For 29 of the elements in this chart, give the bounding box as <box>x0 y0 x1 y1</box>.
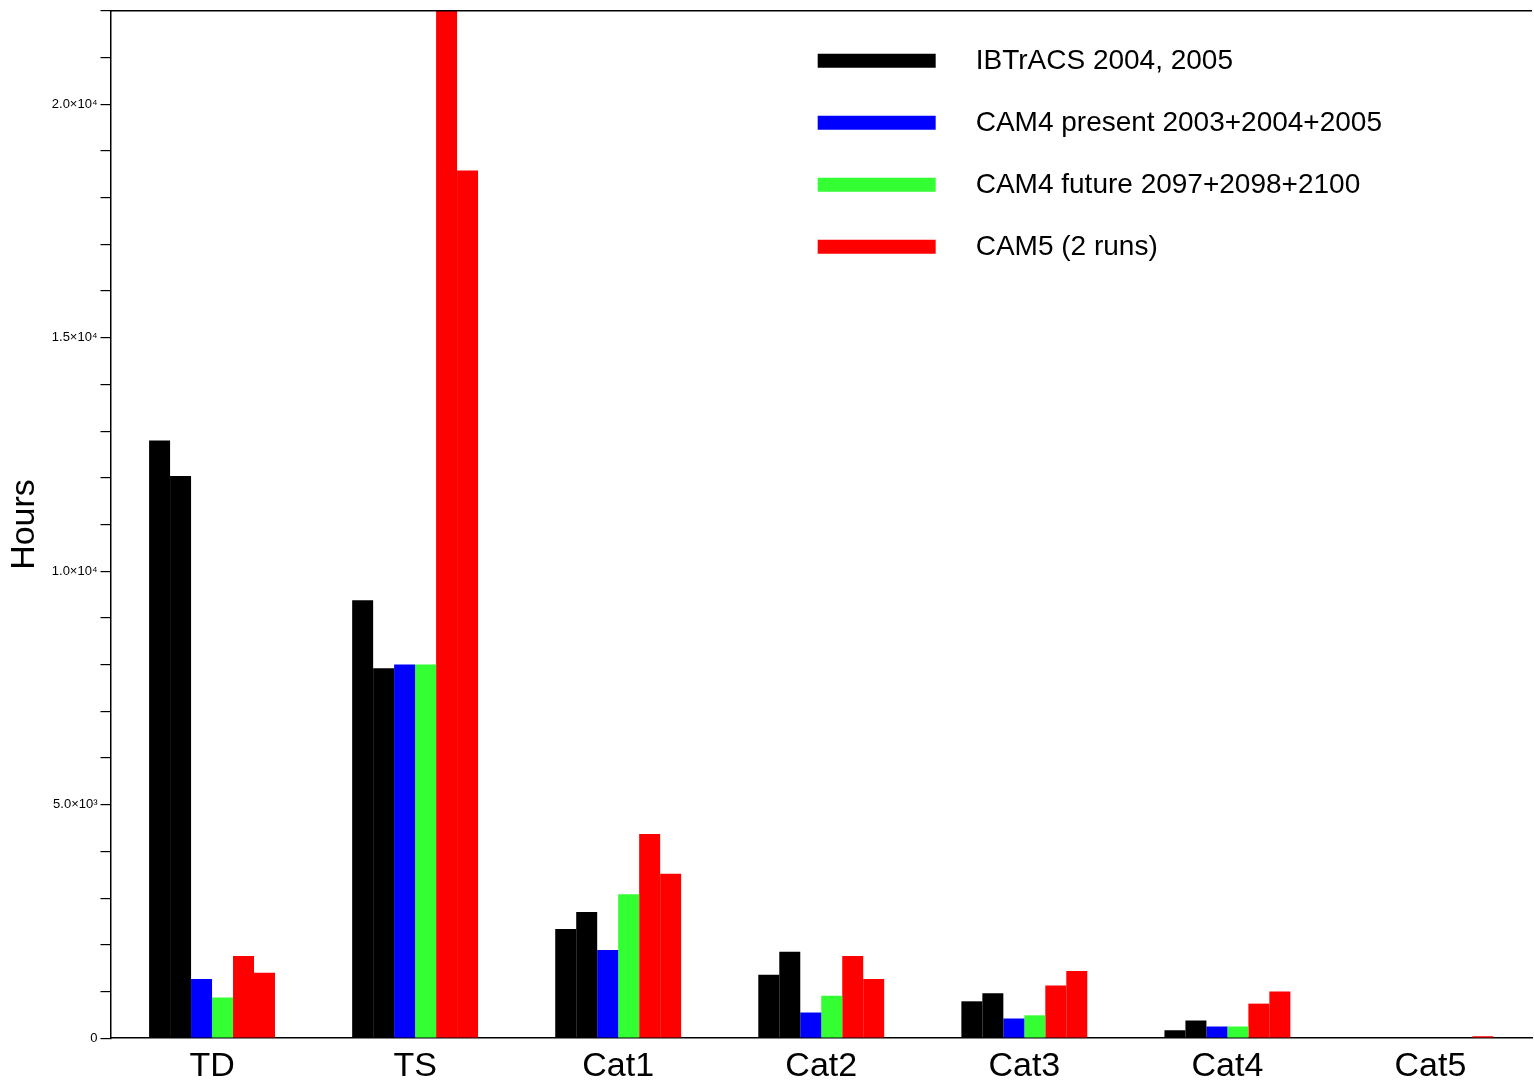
legend-label: CAM4 future 2097+2098+2100 <box>975 167 1361 199</box>
y-tick-label: 1.0×10⁴ <box>51 562 98 578</box>
bar <box>1206 1026 1228 1038</box>
x-tick-label: Cat1 <box>582 1044 655 1083</box>
y-axis-title: Hours <box>2 479 41 570</box>
y-tick-label: 0 <box>90 1029 98 1045</box>
bar <box>415 664 437 1038</box>
bar <box>1003 1018 1025 1038</box>
legend-label: IBTrACS 2004, 2005 <box>975 43 1234 75</box>
bar <box>800 1012 822 1038</box>
bar <box>821 995 843 1038</box>
y-tick-label: 2.0×10⁴ <box>51 95 98 111</box>
x-tick-label: TD <box>189 1044 235 1083</box>
bar <box>597 949 619 1038</box>
bar <box>394 664 416 1038</box>
x-tick-label: Cat3 <box>988 1044 1061 1083</box>
bar <box>618 894 640 1038</box>
legend-label: CAM5 (2 runs) <box>975 229 1158 261</box>
x-tick-label: Cat4 <box>1191 1044 1264 1083</box>
bar <box>1227 1026 1249 1038</box>
x-tick-label: TS <box>393 1044 437 1083</box>
bar <box>191 978 213 1038</box>
x-tick-label: Cat2 <box>785 1044 858 1083</box>
y-tick-label: 5.0×10³ <box>53 796 99 812</box>
y-tick-label: 1.5×10⁴ <box>51 329 98 345</box>
legend-label: CAM4 present 2003+2004+2005 <box>975 105 1383 137</box>
bar <box>212 997 234 1038</box>
x-tick-label: Cat5 <box>1394 1044 1467 1083</box>
bar <box>1024 1015 1046 1038</box>
